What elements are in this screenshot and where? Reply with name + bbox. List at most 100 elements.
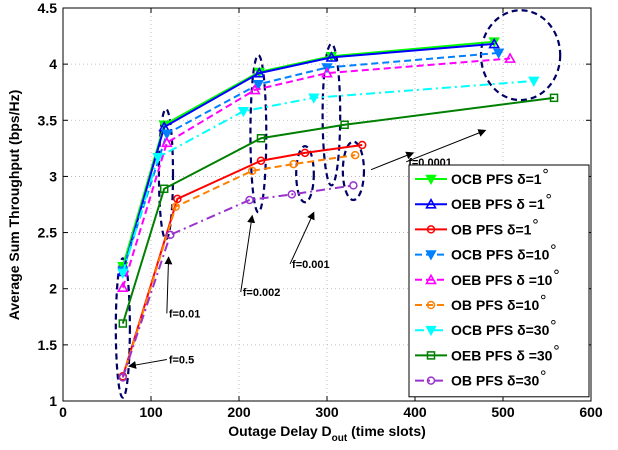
data-point: [325, 51, 338, 62]
y-tick-label: 4.5: [38, 0, 58, 16]
legend-label: OEB PFS δ =10: [451, 272, 553, 288]
x-tick-label: 0: [59, 404, 67, 420]
degree-sign-icon: [551, 319, 556, 325]
data-point: [245, 195, 254, 205]
legend-item: OEB PFS δ =30: [415, 345, 559, 363]
legend-item: OB PFS δ=10: [415, 294, 546, 313]
series-6: [117, 76, 540, 279]
data-point: [504, 52, 516, 63]
series-group: [116, 37, 559, 382]
legend-item: OCB PFS δ=30: [415, 319, 556, 338]
annotation-arrow: [164, 256, 173, 314]
y-tick-label: 1.5: [38, 337, 58, 353]
data-point: [117, 268, 129, 279]
data-point: [171, 202, 180, 211]
series-line: [121, 154, 356, 378]
series-line: [121, 96, 555, 324]
legend-swatch-marker: [426, 351, 436, 360]
legend-swatch-marker: [425, 174, 437, 185]
annotation-arrow: [370, 151, 415, 171]
legend-item: OCB PFS δ=10: [415, 244, 556, 263]
data-point: [160, 136, 173, 148]
group-ellipse: [341, 140, 366, 202]
annotation-arrow: [240, 214, 256, 293]
data-point: [350, 150, 360, 160]
series-line: [121, 42, 495, 273]
legend-label: OB PFS δ=1: [451, 221, 532, 237]
legend-label: OB PFS δ=30: [451, 373, 539, 389]
data-point: [247, 166, 257, 176]
legend-swatch-marker: [426, 225, 436, 234]
x-tick-label: 300: [315, 404, 339, 420]
data-point: [528, 76, 540, 87]
data-point: [173, 194, 182, 204]
x-tick-label: 500: [491, 404, 515, 420]
series-7: [118, 93, 559, 328]
data-point: [300, 148, 310, 158]
data-point: [161, 129, 173, 140]
series-4: [116, 52, 516, 292]
data-point: [308, 93, 320, 104]
axis-ticks: 0 100 200 300 400 500 600 1 1.5 2 2.5 3 3.5 4 4.5: [38, 0, 603, 420]
annotation-label: f=0.002: [243, 287, 281, 299]
annotation-label: f=0.5: [169, 354, 194, 366]
data-point: [118, 319, 128, 328]
legend: OCB PFS δ=1 OEB PFS δ =1 OB PFS δ=1 OCB PFS…: [408, 164, 590, 398]
degree-sign-icon: [533, 219, 538, 224]
legend-label: OEB PFS δ =1: [451, 196, 545, 212]
annotation-label: f=0.001: [292, 259, 330, 271]
data-point: [340, 120, 349, 130]
legend-swatch-marker: [426, 300, 436, 310]
legend-item: OB PFS δ=30: [415, 370, 546, 389]
y-tick-label: 2: [49, 281, 57, 297]
series-3: [117, 48, 505, 277]
degree-sign-icon: [541, 294, 546, 300]
data-point: [166, 230, 175, 240]
data-point: [152, 153, 164, 164]
legend-label: OCB PFS δ=1: [451, 171, 542, 187]
annotation-arrow: [289, 211, 315, 265]
series-line: [121, 57, 511, 288]
legend-swatch-marker: [425, 198, 437, 209]
data-point: [159, 184, 169, 194]
data-point: [549, 93, 559, 103]
data-point: [237, 107, 250, 118]
x-tick-label: 600: [579, 404, 603, 420]
degree-sign-icon: [554, 269, 559, 275]
series-line: [121, 184, 354, 378]
annotation-arrow: [128, 358, 167, 369]
data-point: [253, 66, 266, 78]
degree-sign-icon: [554, 345, 559, 350]
annotation-label: f=0.01: [169, 308, 201, 320]
degree-sign-icon: [546, 193, 551, 199]
legend-swatch-marker: [425, 325, 437, 337]
data-point: [116, 281, 129, 292]
data-point: [492, 48, 505, 59]
degree-sign-icon: [551, 244, 556, 249]
data-point: [289, 159, 298, 169]
data-point: [248, 83, 261, 95]
group-ellipse: [249, 54, 268, 214]
data-point: [252, 80, 265, 91]
y-tick-label: 2.5: [38, 225, 58, 241]
group-ellipse: [321, 42, 342, 187]
data-point: [118, 373, 128, 382]
legend-label: OB PFS δ=10: [451, 297, 539, 313]
legend-label: OEB PFS δ =30: [451, 347, 553, 363]
degree-sign-icon: [543, 168, 548, 174]
legend-item: OEB PFS δ =1: [415, 193, 551, 212]
legend-item: OEB PFS δ =10: [415, 269, 559, 288]
x-tick-label: 200: [227, 404, 251, 420]
data-point: [357, 140, 367, 150]
legend-swatch-marker: [425, 250, 437, 261]
x-axis-label: Outage Delay Dout (time slots): [228, 423, 426, 444]
annotation-arrow: [406, 129, 487, 163]
group-ellipse: [295, 145, 315, 204]
data-point: [256, 134, 266, 143]
legend-swatch-marker: [425, 273, 437, 285]
x-tick-label: 100: [139, 404, 163, 420]
y-tick-label: 1: [49, 393, 57, 409]
y-tick-label: 4: [49, 56, 57, 72]
data-point: [256, 156, 266, 165]
data-point: [488, 37, 501, 49]
